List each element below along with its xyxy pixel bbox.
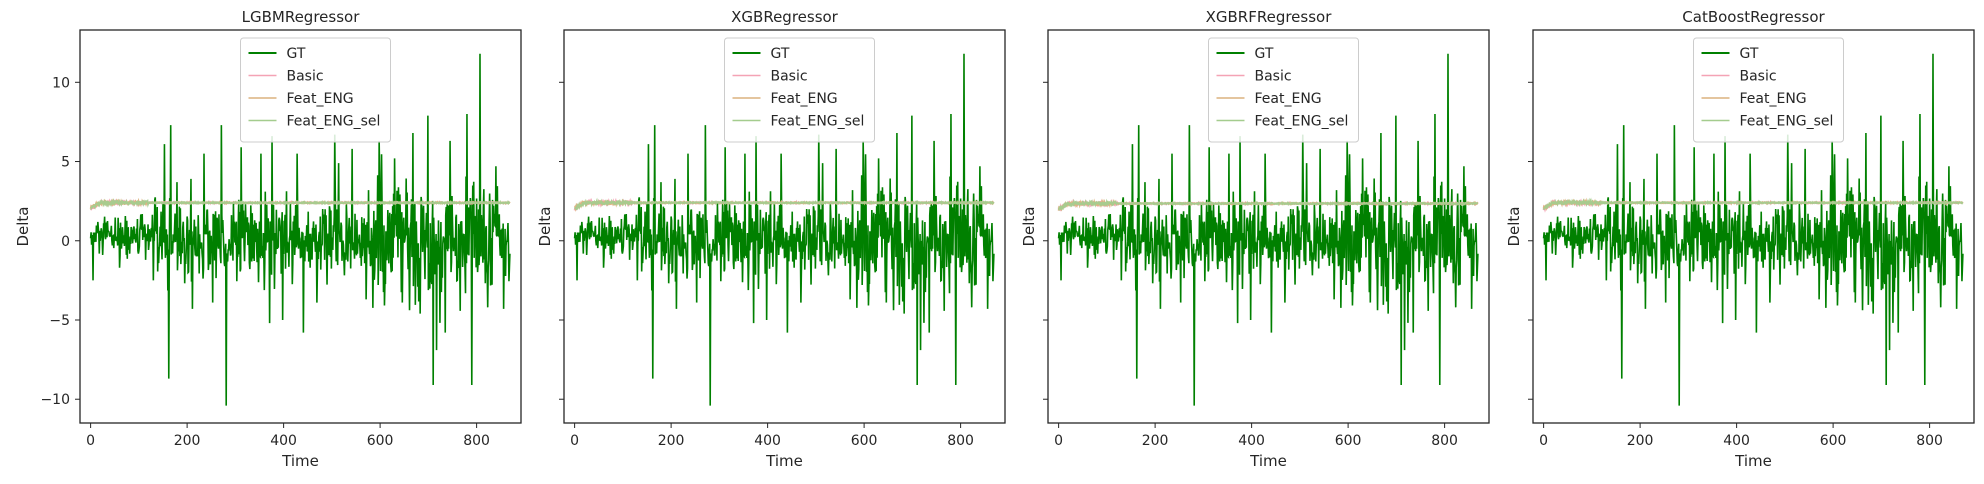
plot-area <box>1057 53 1479 406</box>
legend: GT Basic Feat_ENG Feat_ENG_sel <box>724 37 875 143</box>
chart-panel-3: XGBRFRegressor 0 200 400 600 800 Time Delta GT Ba… <box>1020 8 1490 470</box>
legend-label: Feat_ENG_sel <box>1740 114 1834 130</box>
legend-label: Feat_ENG <box>1255 91 1322 107</box>
series-line-gt <box>89 53 511 406</box>
legend-label: GT <box>1740 46 1759 62</box>
legend-label: Feat_ENG <box>1740 91 1807 107</box>
legend-box <box>724 37 875 143</box>
y-axis-label: Delta <box>14 206 32 246</box>
axes-frame <box>563 29 1006 424</box>
chart-panel-4: CatBoostRegressor 0 200 400 600 800 Time Delta G… <box>1505 8 1975 470</box>
series-line-gt <box>1057 53 1479 406</box>
series-line-gt <box>573 53 995 406</box>
legend-label: Feat_ENG <box>287 91 354 107</box>
axes-frame <box>79 29 522 424</box>
x-tick-label: 200 <box>658 433 685 449</box>
x-tick-label: 800 <box>463 433 490 449</box>
x-axis-label: Time <box>281 452 319 470</box>
legend-label: GT <box>287 46 306 62</box>
x-tick-label: 200 <box>174 433 201 449</box>
axes-frame <box>1047 29 1490 424</box>
x-tick-label: 400 <box>1238 433 1265 449</box>
y-axis-label: Delta <box>1505 206 1523 246</box>
plot-area <box>89 53 511 406</box>
y-tick-label: 5 <box>61 155 70 171</box>
x-tick-label: 600 <box>851 433 878 449</box>
chart-title: LGBMRegressor <box>242 8 361 26</box>
legend-label: GT <box>1255 46 1274 62</box>
legend-box <box>240 37 391 143</box>
legend-label: Feat_ENG_sel <box>287 114 381 130</box>
plot-area <box>573 53 995 406</box>
legend: GT Basic Feat_ENG Feat_ENG_sel <box>240 37 391 143</box>
legend-label: Feat_ENG_sel <box>1255 114 1349 130</box>
legend-label: Basic <box>287 69 324 85</box>
legend-label: Basic <box>1255 69 1292 85</box>
x-tick-label: 400 <box>1723 433 1750 449</box>
chart-panel-2: XGBRegressor 0 200 400 600 800 Time Delta GT Basi… <box>536 8 1006 470</box>
chart-title: XGBRFRegressor <box>1206 8 1333 26</box>
x-axis-label: Time <box>765 452 803 470</box>
legend-label: Feat_ENG <box>771 91 838 107</box>
series-line-feat-eng-sel <box>90 198 511 210</box>
legend-label: Basic <box>1740 69 1777 85</box>
x-axis-label: Time <box>1249 452 1287 470</box>
x-tick-label: 400 <box>754 433 781 449</box>
legend: GT Basic Feat_ENG Feat_ENG_sel <box>1208 37 1359 143</box>
axes-frame <box>1532 29 1975 424</box>
legend-box <box>1693 37 1844 143</box>
y-tick-label: 10 <box>52 75 70 91</box>
legend-label: GT <box>771 46 790 62</box>
x-tick-label: 800 <box>947 433 974 449</box>
series-line-feat-eng-sel <box>1057 198 1479 212</box>
x-tick-label: 800 <box>1916 433 1943 449</box>
x-tick-label: 0 <box>86 433 95 449</box>
y-axis-label: Delta <box>1020 206 1038 246</box>
x-tick-label: 0 <box>1539 433 1548 449</box>
y-axis-label: Delta <box>536 206 554 246</box>
series-line-feat-eng-sel <box>1542 197 1964 211</box>
x-tick-label: 600 <box>1335 433 1362 449</box>
y-tick-label: −10 <box>40 392 70 408</box>
chart-panel-1: LGBMRegressor 0 200 400 600 800 −10 −5 0 5 10 Time D… <box>14 8 522 470</box>
plot-area <box>1542 53 1964 406</box>
legend-label: Feat_ENG_sel <box>771 114 865 130</box>
chart-title: XGBRegressor <box>731 8 839 26</box>
x-tick-label: 200 <box>1627 433 1654 449</box>
legend-box <box>1208 37 1359 143</box>
x-tick-label: 800 <box>1431 433 1458 449</box>
series-line-gt <box>1542 53 1964 406</box>
x-tick-label: 600 <box>367 433 394 449</box>
x-tick-label: 600 <box>1820 433 1847 449</box>
y-tick-label: 0 <box>61 234 70 250</box>
x-tick-label: 0 <box>1054 433 1063 449</box>
x-tick-label: 400 <box>270 433 297 449</box>
chart-title: CatBoostRegressor <box>1682 8 1825 26</box>
y-tick-label: −5 <box>49 313 70 329</box>
legend: GT Basic Feat_ENG Feat_ENG_sel <box>1693 37 1844 143</box>
legend-label: Basic <box>771 69 808 85</box>
x-tick-label: 200 <box>1142 433 1169 449</box>
series-line-feat-eng-sel <box>573 197 995 211</box>
x-tick-label: 0 <box>570 433 579 449</box>
x-axis-label: Time <box>1734 452 1772 470</box>
